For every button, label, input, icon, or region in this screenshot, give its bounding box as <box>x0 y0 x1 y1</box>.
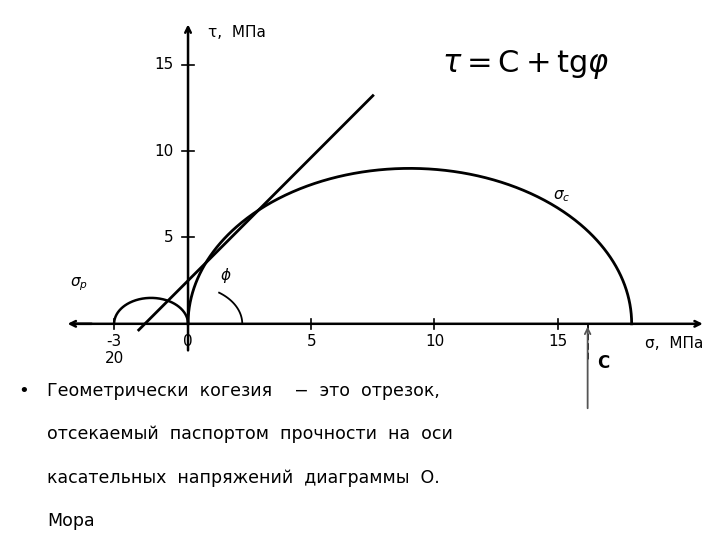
Text: C: C <box>598 354 610 372</box>
Text: -3: -3 <box>107 334 122 349</box>
Text: 15: 15 <box>154 57 174 72</box>
Text: 0: 0 <box>183 334 193 349</box>
Text: 10: 10 <box>154 144 174 159</box>
Text: $\sigma_p$: $\sigma_p$ <box>70 275 88 293</box>
Text: σ,  МПа: σ, МПа <box>645 336 703 351</box>
Text: τ,  МПа: τ, МПа <box>208 25 266 40</box>
Text: 5: 5 <box>163 230 174 245</box>
Text: •: • <box>18 382 29 400</box>
Text: 5: 5 <box>307 334 316 349</box>
Text: 10: 10 <box>425 334 444 349</box>
Text: Геометрически  когезия    −  это  отрезок,: Геометрически когезия − это отрезок, <box>47 382 440 400</box>
Text: $\tau = \mathrm{C} + \mathrm{tg}\varphi$: $\tau = \mathrm{C} + \mathrm{tg}\varphi$ <box>442 48 609 82</box>
Text: Мора: Мора <box>47 512 94 530</box>
Text: $\sigma_c$: $\sigma_c$ <box>553 188 570 204</box>
Text: 15: 15 <box>548 334 567 349</box>
Text: $\phi$: $\phi$ <box>220 266 232 285</box>
Text: 20: 20 <box>104 350 124 366</box>
Text: отсекаемый  паспортом  прочности  на  оси: отсекаемый паспортом прочности на оси <box>47 425 453 443</box>
Text: касательных  напряжений  диаграммы  О.: касательных напряжений диаграммы О. <box>47 469 439 487</box>
